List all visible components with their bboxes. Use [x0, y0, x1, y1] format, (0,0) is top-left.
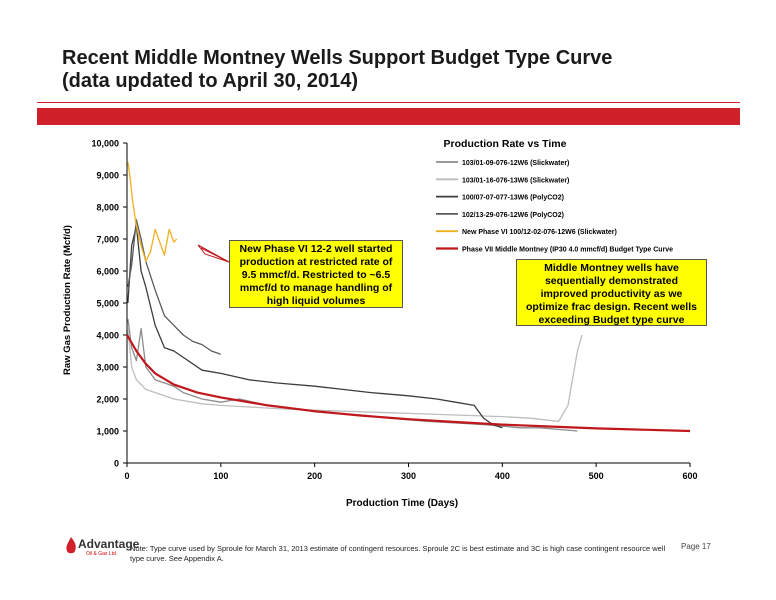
series-layer — [126, 162, 691, 433]
x-tick-label: 300 — [401, 471, 416, 481]
y-tick-label: 10,000 — [91, 139, 119, 149]
slide-title-line2: (data updated to April 30, 2014) — [62, 70, 358, 92]
legend-label: New Phase VI 100/12-02-076-12W6 (Slickwa… — [462, 229, 617, 236]
title-band — [37, 108, 740, 125]
chart-legend: 103/01-09-076-12W6 (Slickwater) 103/01-16… — [436, 160, 673, 254]
slide-title-line1: Recent Middle Montney Wells Support Budg… — [62, 47, 613, 69]
x-tick-label: 600 — [682, 471, 697, 481]
legend-label: 103/01-16-076-13W6 (Slickwater) — [462, 177, 569, 184]
legend-label: 100/07-07-077-13W6 (PolyCO2) — [462, 195, 564, 202]
y-tick-label: 9,000 — [96, 171, 119, 181]
footer-note: Note: Type curve used by Sproule for Mar… — [130, 544, 666, 563]
x-tick-label: 200 — [307, 471, 322, 481]
y-axis-label: Raw Gas Production Rate (Mcf/d) — [62, 225, 73, 375]
flame-icon — [66, 537, 76, 554]
company-logo: Advantage Oil & Gas Ltd. — [64, 536, 139, 560]
legend-label: Phase VII Middle Montney (IP30 4.0 mmcf/… — [462, 247, 673, 254]
x-tick-label: 500 — [589, 471, 604, 481]
callout-phase-vi-well: New Phase VI 12-2 well started productio… — [229, 240, 403, 308]
chart-axes: 0 1,000 2,000 3,000 4,000 5,000 6,000 7,000 8,00… — [91, 139, 697, 482]
chart-title: Production Rate vs Time — [444, 138, 567, 150]
x-axis-label: Production Time (Days) — [346, 498, 458, 509]
series-line-6 — [126, 334, 691, 433]
title-divider — [37, 102, 740, 103]
callout-montney-wells: Middle Montney wells have sequentially d… — [516, 259, 707, 326]
series-line-2 — [127, 328, 583, 423]
y-tick-label: 1,000 — [96, 427, 119, 437]
callout-arrow — [197, 244, 230, 263]
series-line-3 — [127, 225, 503, 429]
logo-subtext: Oil & Gas Ltd. — [86, 551, 118, 557]
page-number: Page 17 — [681, 542, 711, 551]
y-tick-label: 0 — [114, 459, 119, 469]
legend-label: 102/13-29-076-12W6 (PolyCO2) — [462, 212, 564, 219]
y-tick-label: 4,000 — [96, 331, 119, 341]
series-line-5 — [127, 162, 178, 263]
y-tick-label: 7,000 — [96, 235, 119, 245]
x-tick-label: 100 — [213, 471, 228, 481]
y-tick-label: 8,000 — [96, 203, 119, 213]
series-line-4 — [127, 219, 222, 355]
y-tick-label: 6,000 — [96, 267, 119, 277]
x-tick-label: 400 — [495, 471, 510, 481]
y-tick-label: 2,000 — [96, 395, 119, 405]
x-tick-label: 0 — [124, 471, 129, 481]
y-tick-label: 3,000 — [96, 363, 119, 373]
y-tick-label: 5,000 — [96, 299, 119, 309]
legend-label: 103/01-09-076-12W6 (Slickwater) — [462, 160, 569, 167]
slide-title: Recent Middle Montney Wells Support Budg… — [62, 47, 742, 93]
logo-text: Advantage — [78, 537, 140, 551]
